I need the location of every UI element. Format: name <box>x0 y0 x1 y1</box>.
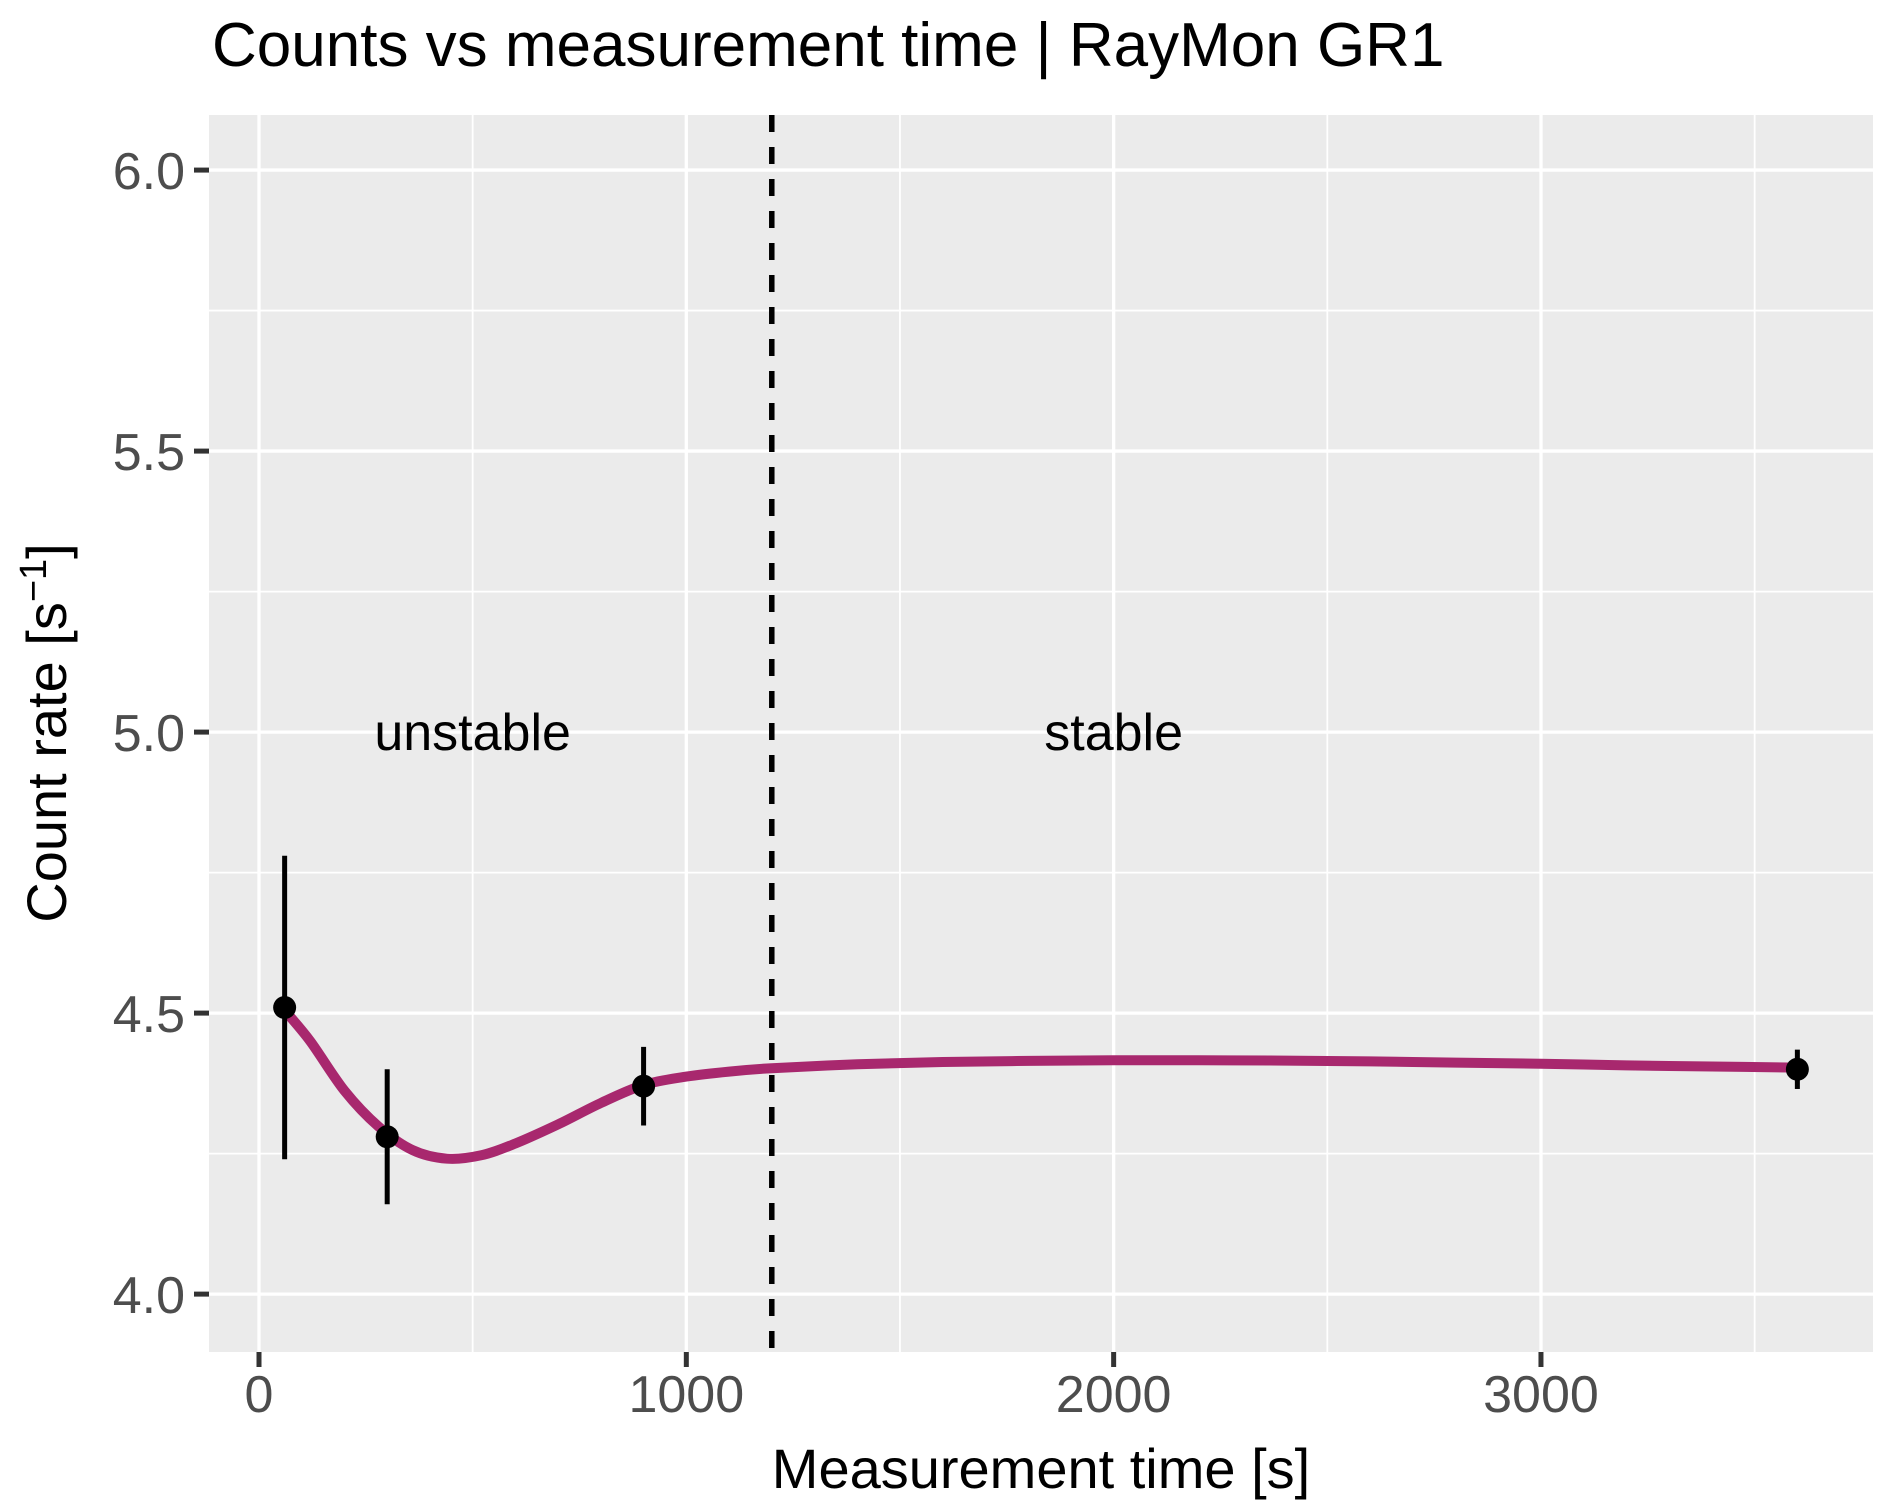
x-tick-label: 2000 <box>1056 1366 1172 1424</box>
y-axis-title-close: ] <box>14 543 78 559</box>
y-tick-label: 6.0 <box>113 143 185 201</box>
y-tick-label: 4.5 <box>113 986 185 1044</box>
smooth-curve <box>279 1005 1803 1164</box>
data-point <box>273 995 297 1019</box>
data-point <box>632 1074 656 1098</box>
data-point <box>1785 1057 1809 1081</box>
data-point <box>375 1125 399 1149</box>
x-tick-label: 3000 <box>1483 1366 1599 1424</box>
x-axis-title: Measurement time [s] <box>771 1437 1311 1500</box>
y-axis-title-base: Count rate [s <box>14 602 78 923</box>
y-tick-label: 5.0 <box>113 705 185 763</box>
y-tick-label: 5.5 <box>113 424 185 482</box>
annotation-stable: stable <box>1044 704 1183 762</box>
annotation-unstable: unstable <box>374 704 571 762</box>
y-axis-title-superscript: −1 <box>13 558 56 603</box>
chart-title: Counts vs measurement time | RayMon GR1 <box>212 11 1445 80</box>
y-axis-title: Count rate [s−1] <box>13 543 79 923</box>
x-tick-label: 1000 <box>628 1366 744 1424</box>
x-tick-label: 0 <box>245 1366 274 1424</box>
y-tick-label: 4.0 <box>113 1267 185 1325</box>
